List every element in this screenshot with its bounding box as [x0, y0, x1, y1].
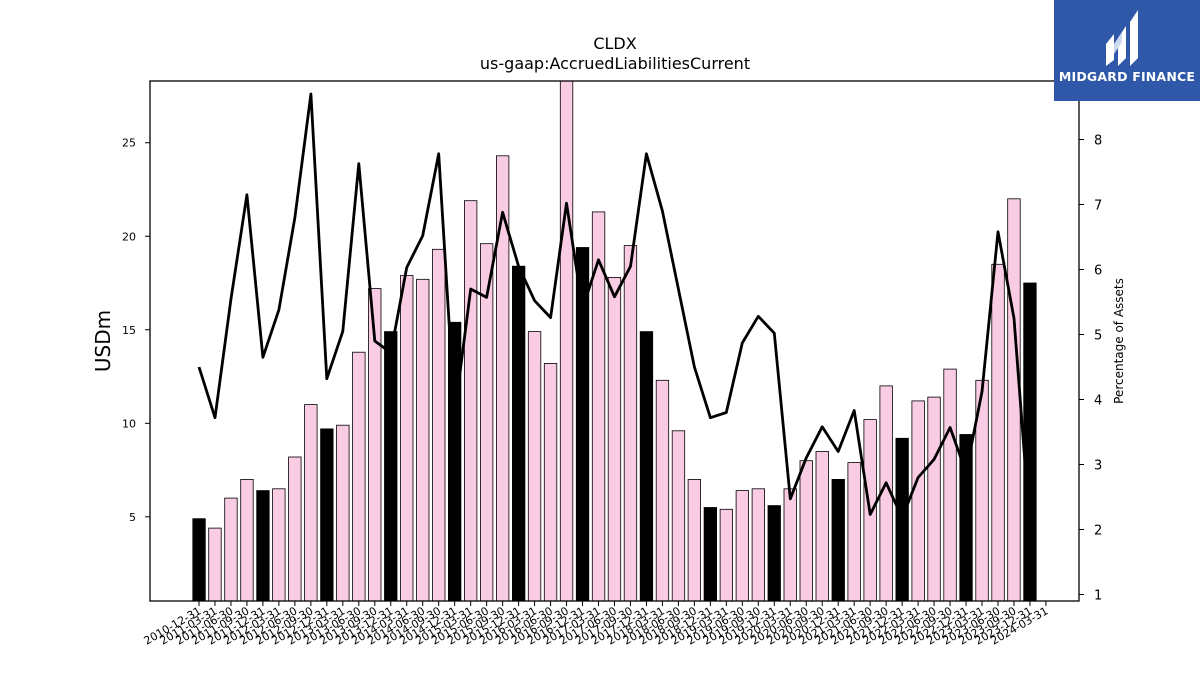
bar-2012-09-30 [304, 404, 318, 602]
y-tick-label: 5 [129, 511, 136, 524]
bar-2011-06-30 [224, 497, 238, 602]
bar-2023-09-30 [1007, 198, 1021, 602]
y-tick-label: 25 [122, 137, 136, 150]
bar-2014-09-30 [432, 248, 446, 602]
bar-2023-06-30 [991, 263, 1005, 602]
bar-2017-09-30 [623, 245, 638, 602]
bar-2018-06-30 [671, 430, 686, 602]
bar-2014-06-30 [416, 278, 430, 602]
bar-2015-12-31 [512, 265, 526, 602]
bar-2019-03-31 [719, 508, 733, 602]
midgard-finance-logo: MIDGARD FINANCE [1054, 0, 1200, 101]
y2-tick-label: 5 [1094, 329, 1102, 344]
bar-2019-06-30 [735, 490, 749, 602]
y-tick-label: 10 [122, 417, 136, 430]
bar-2019-12-31 [767, 505, 781, 602]
x-axis: 2010-12-312011-03-312011-06-302011-09-30… [142, 601, 1050, 648]
bar-2022-09-30 [943, 368, 957, 602]
chart-subtitle: us-gaap:AccruedLiabilitiesCurrent [480, 54, 750, 73]
bar-2017-12-31 [639, 331, 654, 602]
bar-2014-03-31 [400, 275, 414, 602]
bar-2017-06-30 [607, 276, 622, 602]
bar-2010-12-31 [192, 518, 206, 602]
y2-tick-label: 3 [1094, 459, 1102, 474]
bar-2021-03-31 [847, 462, 861, 602]
y-axis-label: USDm [91, 310, 115, 372]
bar-2016-09-30 [559, 80, 574, 602]
y-tick-label: 20 [122, 230, 136, 243]
bar-2013-12-31 [384, 331, 398, 602]
bar-2018-12-31 [703, 507, 717, 602]
logo-text: MIDGARD FINANCE [1058, 69, 1196, 84]
left-axis: 5 10 15 20 25 [122, 137, 150, 524]
bar-2012-03-31 [272, 488, 286, 602]
percentage-line [197, 92, 1032, 529]
bar-2018-09-30 [687, 478, 701, 602]
y2-tick-label: 8 [1094, 134, 1102, 149]
bar-2020-03-31 [783, 488, 797, 602]
bar-2012-06-30 [288, 456, 302, 602]
bar-2015-03-31 [463, 200, 478, 602]
bar-2020-09-30 [815, 450, 829, 602]
bar-2013-06-30 [352, 351, 366, 602]
bar-2020-06-30 [799, 460, 813, 602]
bar-2018-03-31 [655, 379, 670, 602]
chart-title: CLDX [593, 34, 636, 53]
y2-tick-label: 7 [1094, 199, 1102, 214]
midgard-logo-icon [1106, 10, 1138, 66]
bar-2023-12-31 [1023, 282, 1037, 602]
bar-2016-06-30 [543, 362, 558, 602]
right-axis: 1 2 3 4 5 6 7 8 [1079, 134, 1102, 604]
bar-2011-09-30 [240, 478, 254, 602]
bar-series [192, 80, 1037, 602]
y2-tick-label: 4 [1094, 394, 1102, 409]
bar-2022-06-30 [927, 396, 941, 602]
bar-2011-12-31 [256, 490, 270, 602]
bar-2016-03-31 [527, 331, 542, 602]
bar-2020-12-31 [831, 478, 845, 602]
bar-2012-12-31 [320, 428, 334, 602]
y2-tick-label: 1 [1094, 589, 1102, 604]
y-tick-label: 15 [122, 324, 136, 337]
y2-axis-label: Percentage of Assets [1112, 278, 1126, 404]
y2-tick-label: 6 [1094, 264, 1102, 279]
bar-2011-03-31 [208, 527, 222, 602]
bar-2021-12-31 [895, 437, 909, 602]
bar-2013-03-31 [336, 424, 350, 602]
bar-2019-09-30 [751, 488, 765, 602]
bar-2022-03-31 [911, 400, 925, 602]
y2-tick-label: 2 [1094, 524, 1102, 539]
